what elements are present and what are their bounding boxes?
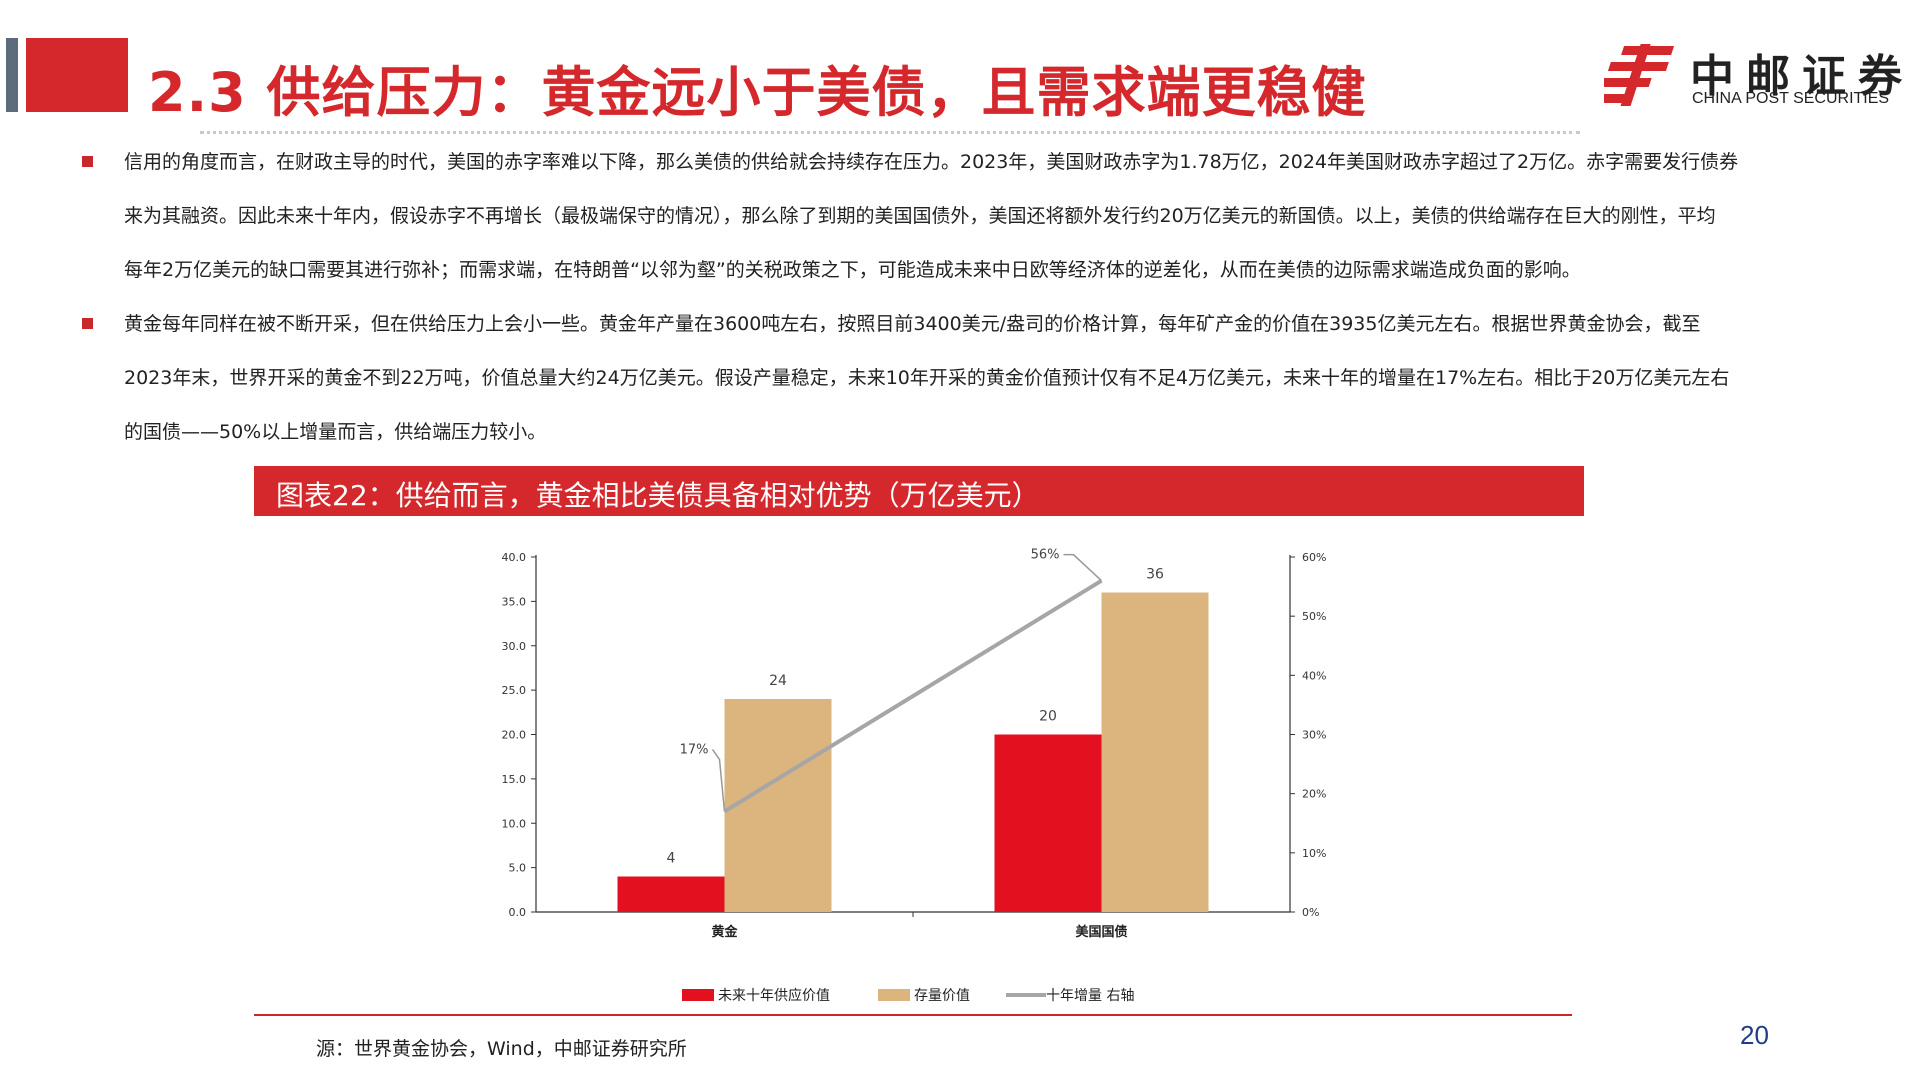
x-category-label: 美国国债 — [1075, 924, 1127, 940]
paragraph-line: 信用的角度而言，在财政主导的时代，美国的赤字率难以下降，那么美债的供给就会持续存… — [124, 151, 1739, 173]
bar-supply-value — [994, 734, 1102, 912]
y-left-tick-label: 20.0 — [502, 729, 527, 742]
figure-source: 源：世界黄金协会，Wind，中邮证券研究所 — [316, 1038, 687, 1060]
figure-title: 图表22：供给而言，黄金相比美债具备相对优势（万亿美元） — [276, 479, 1040, 512]
y-left-tick-label: 10.0 — [502, 817, 527, 830]
legend-label: 存量价值 — [914, 988, 970, 1004]
header-red-block — [26, 38, 128, 112]
bar-supply-data-label: 20 — [1039, 709, 1057, 725]
bar-stock-value — [724, 699, 832, 912]
y-left-tick-label: 5.0 — [509, 862, 527, 875]
line-callout — [1063, 553, 1103, 582]
logo-text-en: CHINA POST SECURITIES — [1692, 90, 1890, 107]
paragraph-line: 2023年末，世界开采的黄金不到22万吨，价值总量大约24万亿美元。假设产量稳定… — [124, 367, 1730, 389]
figure-banner: 图表22：供给而言，黄金相比美债具备相对优势（万亿美元） — [254, 466, 1584, 516]
header-accent-bar — [6, 38, 18, 112]
y-left-tick-label: 15.0 — [502, 773, 527, 786]
page-title: 2.3 供给压力：黄金远小于美债，且需求端更稳健 — [148, 61, 1367, 124]
logo-text-cn: 中邮证券 — [1690, 51, 1914, 102]
bullet-marker — [82, 156, 93, 167]
bar-supply-data-label: 4 — [667, 851, 676, 867]
y-right-tick-label: 40% — [1302, 669, 1326, 682]
bar-stock-data-label: 24 — [769, 673, 787, 689]
legend-swatch — [682, 989, 714, 1001]
paragraph-2: 黄金每年同样在被不断开采，但在供给压力上会小一些。黄金年产量在3600吨左右，按… — [124, 297, 1824, 459]
line-data-label: 17% — [680, 742, 709, 757]
y-right-tick-label: 60% — [1302, 551, 1326, 564]
bar-supply-value — [617, 876, 725, 912]
bar-stock-data-label: 36 — [1146, 567, 1164, 583]
line-data-label: 56% — [1031, 548, 1060, 563]
y-left-tick-label: 40.0 — [502, 551, 527, 564]
line-callout — [711, 748, 726, 812]
x-category-label: 黄金 — [711, 924, 738, 940]
paragraph-line: 来为其融资。因此未来十年内，假设赤字不再增长（最极端保守的情况），那么除了到期的… — [124, 205, 1716, 227]
paragraph-line: 黄金每年同样在被不断开采，但在供给压力上会小一些。黄金年产量在3600吨左右，按… — [124, 313, 1701, 335]
legend-label: 十年增量 右轴 — [1046, 988, 1134, 1004]
source-divider — [254, 1014, 1572, 1016]
company-logo: 中邮证券 CHINA POST SECURITIES — [1604, 40, 1904, 112]
page-number: 20 — [1740, 1020, 1769, 1050]
y-right-tick-label: 10% — [1302, 847, 1326, 860]
y-left-tick-label: 35.0 — [502, 595, 527, 608]
y-right-tick-label: 50% — [1302, 610, 1326, 623]
y-right-tick-label: 30% — [1302, 729, 1326, 742]
y-right-tick-label: 0% — [1302, 906, 1319, 919]
logo-mark-icon — [1604, 44, 1675, 106]
y-left-tick-label: 25.0 — [502, 684, 527, 697]
paragraph-line: 的国债——50%以上增量而言，供给端压力较小。 — [124, 421, 547, 443]
paragraph-line: 每年2万亿美元的缺口需要其进行弥补；而需求端，在特朗普“以邻为壑”的关税政策之下… — [124, 259, 1581, 281]
y-right-tick-label: 20% — [1302, 788, 1326, 801]
y-left-tick-label: 30.0 — [502, 640, 527, 653]
legend-swatch — [878, 989, 910, 1001]
header-divider — [200, 131, 1580, 134]
line-ten-year-increase — [723, 578, 1103, 814]
bar-stock-value — [1101, 592, 1209, 912]
paragraph-1: 信用的角度而言，在财政主导的时代，美国的赤字率难以下降，那么美债的供给就会持续存… — [124, 135, 1824, 297]
legend-label: 未来十年供应价值 — [718, 987, 830, 1004]
bullet-marker — [82, 318, 93, 329]
y-left-tick-label: 0.0 — [509, 906, 527, 919]
